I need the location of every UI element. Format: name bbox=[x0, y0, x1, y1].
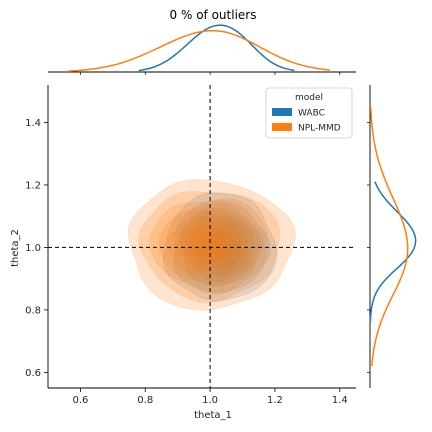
kde-level bbox=[158, 203, 259, 285]
joint-plot-area: 0.6 0.8 1.0 1.2 1.4 0.6 0.8 1.0 1.2 1.4 bbox=[25, 85, 356, 406]
x-tick-label: 0.6 bbox=[72, 395, 88, 406]
marginal-x-panel bbox=[48, 24, 356, 75]
y-tick-label: 0.6 bbox=[25, 368, 41, 379]
kde-level bbox=[198, 235, 223, 254]
reference-lines bbox=[48, 85, 356, 388]
legend-swatch-wabc bbox=[272, 108, 292, 116]
y-tick-label: 1.4 bbox=[25, 118, 41, 129]
kde-level bbox=[166, 209, 250, 276]
kde-level bbox=[185, 224, 237, 265]
kde-level bbox=[148, 198, 268, 295]
legend-label-npl-mmd: NPL-MMD bbox=[298, 124, 341, 134]
x-tick-label: 1.4 bbox=[332, 395, 348, 406]
x-axis-label: theta_1 bbox=[194, 410, 232, 421]
y-tick-label: 1.2 bbox=[25, 180, 41, 191]
kde-contours-wabc bbox=[162, 192, 278, 302]
legend: model WABC NPL-MMD bbox=[265, 87, 353, 139]
kde-level bbox=[175, 216, 244, 270]
x-tick-label: 1.2 bbox=[267, 395, 283, 406]
kde-level bbox=[127, 179, 296, 311]
legend-label-wabc: WABC bbox=[298, 109, 325, 119]
legend-swatch-npl-mmd bbox=[272, 123, 292, 131]
kde-contours-npl-mmd bbox=[127, 179, 296, 311]
marginal-x-curve-npl-mmd bbox=[67, 29, 331, 72]
joint-axes: 0.6 0.8 1.0 1.2 1.4 0.6 0.8 1.0 1.2 1.4 bbox=[25, 85, 356, 406]
kde-level bbox=[184, 214, 255, 282]
marginal-y-curve-wabc bbox=[369, 181, 417, 323]
legend-title: model bbox=[295, 93, 323, 103]
y-tick-label: 1.0 bbox=[25, 243, 41, 254]
chart-title: 0 % of outliers bbox=[170, 8, 257, 22]
kde-level bbox=[206, 234, 233, 259]
x-tick-label: 1.0 bbox=[202, 395, 218, 406]
kde-level bbox=[162, 192, 278, 302]
marginal-x-curve-wabc bbox=[138, 24, 295, 72]
marginal-y-curve-npl-mmd bbox=[370, 106, 409, 367]
kde-level bbox=[192, 229, 230, 259]
y-axis-label: theta_2 bbox=[10, 229, 21, 267]
y-tick-label: 0.8 bbox=[25, 305, 41, 316]
marginal-y-panel bbox=[367, 85, 417, 388]
kde-contour-fills bbox=[127, 179, 296, 311]
x-tick-label: 0.8 bbox=[137, 395, 153, 406]
